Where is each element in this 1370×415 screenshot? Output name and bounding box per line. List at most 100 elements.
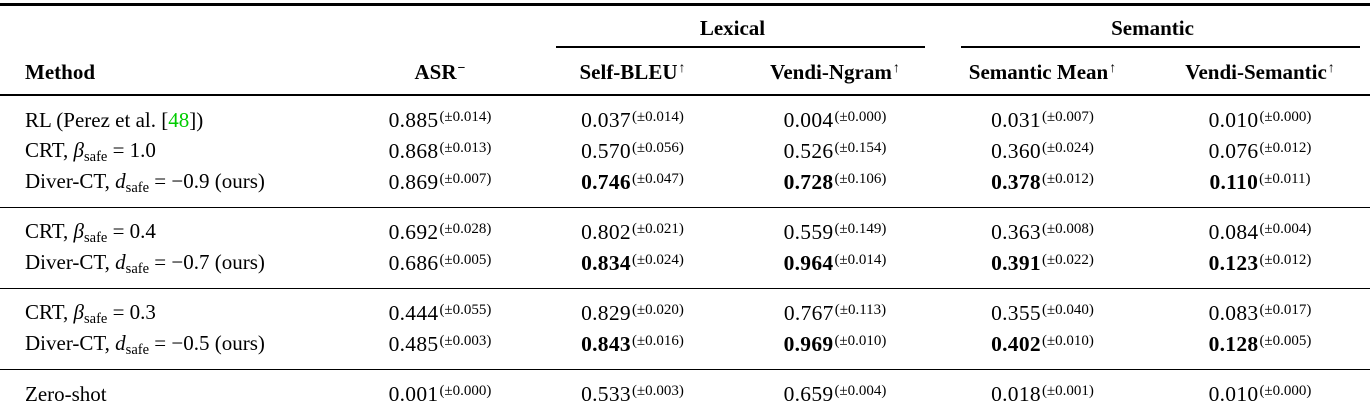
std-error: (±0.004) xyxy=(1259,220,1312,237)
std-error: (±0.106) xyxy=(834,170,887,187)
metric-value: 0.746 xyxy=(581,170,631,195)
metric-value: 0.123 xyxy=(1208,251,1259,276)
column-header-row: Method ASR− Self-BLEU↑ Vendi-Ngram↑ Sema… xyxy=(0,48,1370,94)
std-error: (±0.008) xyxy=(1041,220,1094,237)
header-self-bleu: Self-BLEU↑ xyxy=(530,60,735,94)
method-label-text: ]) xyxy=(189,108,204,133)
metric-value: 0.834 xyxy=(581,251,631,276)
header-asr: ASR− xyxy=(350,60,530,94)
std-error: (±0.003) xyxy=(439,332,492,349)
math-variable: d xyxy=(115,330,126,355)
table-row: Diver-CT, dsafe = −0.5 (ours) 0.485(±0.00… xyxy=(0,329,1370,360)
metric-value: 0.128 xyxy=(1208,332,1259,357)
value-cell-vendi-semantic: 0.110(±0.011) xyxy=(1150,170,1370,195)
std-error: (±0.000) xyxy=(834,108,887,125)
method-label-text: Zero-shot xyxy=(25,382,107,407)
metric-value: 0.559 xyxy=(783,220,834,245)
value-cell-self-bleu: 0.037(±0.014) xyxy=(530,108,735,133)
method-label-text: RL (Perez et al. [ xyxy=(25,108,169,133)
method-label-text: = −0.5 (ours) xyxy=(149,330,265,355)
value-cell-self-bleu: 0.802(±0.021) xyxy=(530,220,735,245)
std-error: (±0.013) xyxy=(439,139,492,156)
std-error: (±0.028) xyxy=(439,220,492,237)
value-cell-semantic-mean: 0.363(±0.008) xyxy=(935,220,1150,245)
math-variable: d xyxy=(115,249,126,274)
method-cell: Diver-CT, dsafe = −0.9 (ours) xyxy=(0,169,350,197)
semantic-group-label: Semantic xyxy=(1111,16,1194,41)
std-error: (±0.113) xyxy=(834,301,887,318)
metric-value: 0.767 xyxy=(783,301,834,326)
header-rule xyxy=(0,93,1370,97)
math-variable: β xyxy=(73,137,84,162)
minus-superscript: − xyxy=(457,60,466,76)
table-row: Diver-CT, dsafe = −0.9 (ours) 0.869(±0.00… xyxy=(0,167,1370,198)
value-cell-asr: 0.885(±0.014) xyxy=(350,108,530,133)
table-body: RL (Perez et al. [48]) 0.885(±0.014) 0.037… xyxy=(0,96,1370,415)
method-cell: Diver-CT, dsafe = −0.5 (ours) xyxy=(0,331,350,359)
row-group-3: CRT, βsafe = 0.3 0.444(±0.055) 0.829(±0.02… xyxy=(0,288,1370,369)
metric-value: 0.843 xyxy=(581,332,631,357)
std-error: (±0.154) xyxy=(834,139,887,156)
row-group-2: CRT, βsafe = 0.4 0.692(±0.028) 0.802(±0.02… xyxy=(0,207,1370,288)
value-cell-vendi-ngram: 0.767(±0.113) xyxy=(735,301,935,326)
metric-value: 0.829 xyxy=(581,301,631,326)
row-group-4: Zero-shot 0.001(±0.000) 0.533(±0.003) 0.659… xyxy=(0,369,1370,415)
std-error: (±0.012) xyxy=(1259,251,1312,268)
value-cell-asr: 0.869(±0.007) xyxy=(350,170,530,195)
metric-value: 0.018 xyxy=(991,382,1041,407)
metric-value: 0.964 xyxy=(783,251,834,276)
metric-value: 0.010 xyxy=(1208,382,1259,407)
citation-link[interactable]: 48 xyxy=(168,108,190,133)
std-error: (±0.040) xyxy=(1041,301,1094,318)
std-error: (±0.020) xyxy=(631,301,684,318)
header-vendi-ngram: Vendi-Ngram↑ xyxy=(735,60,935,94)
std-error: (±0.149) xyxy=(834,220,887,237)
value-cell-vendi-semantic: 0.083(±0.017) xyxy=(1150,301,1370,326)
std-error: (±0.001) xyxy=(1041,382,1094,399)
value-cell-vendi-semantic: 0.123(±0.012) xyxy=(1150,251,1370,276)
std-error: (±0.055) xyxy=(439,301,492,318)
value-cell-self-bleu: 0.829(±0.020) xyxy=(530,301,735,326)
metric-value: 0.076 xyxy=(1208,139,1259,164)
value-cell-asr: 0.686(±0.005) xyxy=(350,251,530,276)
method-cell: Zero-shot xyxy=(0,382,350,407)
method-cell: CRT, βsafe = 1.0 xyxy=(0,138,350,166)
header-vendi-semantic: Vendi-Semantic↑ xyxy=(1150,60,1370,94)
table-row: RL (Perez et al. [48]) 0.885(±0.014) 0.037… xyxy=(0,105,1370,136)
std-error: (±0.022) xyxy=(1041,251,1094,268)
std-error: (±0.010) xyxy=(1041,332,1094,349)
row-group-1: RL (Perez et al. [48]) 0.885(±0.014) 0.037… xyxy=(0,96,1370,207)
value-cell-semantic-mean: 0.378(±0.012) xyxy=(935,170,1150,195)
metric-value: 0.526 xyxy=(783,139,834,164)
value-cell-vendi-ngram: 0.004(±0.000) xyxy=(735,108,935,133)
value-cell-semantic-mean: 0.360(±0.024) xyxy=(935,139,1150,164)
method-cell: Diver-CT, dsafe = −0.7 (ours) xyxy=(0,250,350,278)
std-error: (±0.005) xyxy=(439,251,492,268)
method-label-text: CRT, xyxy=(25,218,74,243)
std-error: (±0.024) xyxy=(631,251,684,268)
value-cell-vendi-semantic: 0.128(±0.005) xyxy=(1150,332,1370,357)
std-error: (±0.000) xyxy=(1259,108,1312,125)
value-cell-vendi-semantic: 0.076(±0.012) xyxy=(1150,139,1370,164)
method-label-text: = 0.4 xyxy=(107,218,156,243)
std-error: (±0.014) xyxy=(439,108,492,125)
method-label-text: Diver-CT, xyxy=(25,330,116,355)
value-cell-vendi-ngram: 0.964(±0.014) xyxy=(735,251,935,276)
metric-value: 0.444 xyxy=(388,301,439,326)
method-cell: CRT, βsafe = 0.4 xyxy=(0,219,350,247)
value-cell-vendi-ngram: 0.969(±0.010) xyxy=(735,332,935,357)
table-row: Diver-CT, dsafe = −0.7 (ours) 0.686(±0.00… xyxy=(0,248,1370,279)
value-cell-vendi-ngram: 0.659(±0.004) xyxy=(735,382,935,407)
std-error: (±0.017) xyxy=(1259,301,1312,318)
header-method-label: Method xyxy=(25,59,95,84)
metric-value: 0.885 xyxy=(388,108,439,133)
up-arrow-icon: ↑ xyxy=(678,60,686,76)
std-error: (±0.011) xyxy=(1259,170,1311,187)
value-cell-vendi-semantic: 0.010(±0.000) xyxy=(1150,108,1370,133)
header-self-bleu-label: Self-BLEU xyxy=(579,59,678,84)
value-cell-self-bleu: 0.746(±0.047) xyxy=(530,170,735,195)
metric-value: 0.485 xyxy=(388,332,439,357)
metric-value: 0.037 xyxy=(581,108,631,133)
std-error: (±0.016) xyxy=(631,332,684,349)
std-error: (±0.024) xyxy=(1041,139,1094,156)
